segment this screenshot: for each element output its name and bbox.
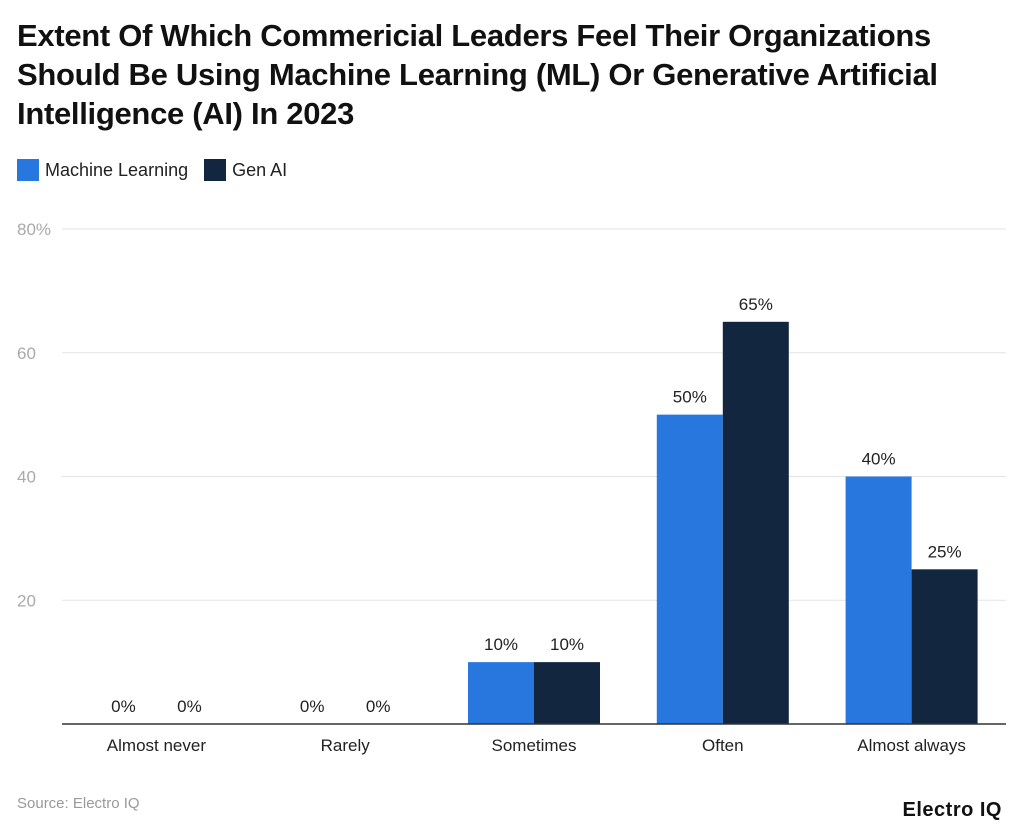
data-label: 0% xyxy=(300,697,325,716)
data-label: 10% xyxy=(550,635,584,654)
bar xyxy=(468,662,534,724)
legend-swatch-gen-ai xyxy=(204,159,227,181)
y-tick-label: 40 xyxy=(17,468,36,487)
legend-label: Gen AI xyxy=(232,159,288,180)
y-tick-label: 60 xyxy=(17,344,36,363)
x-tick-label: Rarely xyxy=(321,736,371,755)
bar xyxy=(656,414,723,724)
data-label: 0% xyxy=(177,697,202,716)
logo: Electro IQ xyxy=(902,799,1002,821)
x-tick-label: Sometimes xyxy=(491,736,576,755)
x-tick-label: Often xyxy=(702,736,744,755)
data-label: 25% xyxy=(928,542,962,561)
data-label: 0% xyxy=(111,697,136,716)
source-note: Source: Electro IQ xyxy=(17,795,140,812)
data-label: 10% xyxy=(484,635,518,654)
y-tick-label: 20 xyxy=(17,591,36,610)
y-tick-label: 80% xyxy=(17,220,51,239)
data-label: 40% xyxy=(862,450,896,469)
bar xyxy=(845,476,912,724)
legend-label: Machine Learning xyxy=(45,159,189,180)
chart-title: Extent Of Which Commericial Leaders Feel… xyxy=(17,18,938,131)
bar xyxy=(534,662,600,724)
legend: Machine Learning Gen AI xyxy=(17,159,287,181)
legend-item-machine-learning: Machine Learning xyxy=(17,159,188,181)
x-tick-label: Almost never xyxy=(107,736,207,755)
data-label: 65% xyxy=(739,295,773,314)
bar xyxy=(911,569,978,724)
data-label: 50% xyxy=(673,388,707,407)
legend-item-gen-ai: Gen AI xyxy=(204,159,287,181)
data-label: 0% xyxy=(366,697,391,716)
bar xyxy=(722,321,789,724)
legend-swatch-machine-learning xyxy=(17,159,39,181)
x-tick-label: Almost always xyxy=(857,736,966,755)
